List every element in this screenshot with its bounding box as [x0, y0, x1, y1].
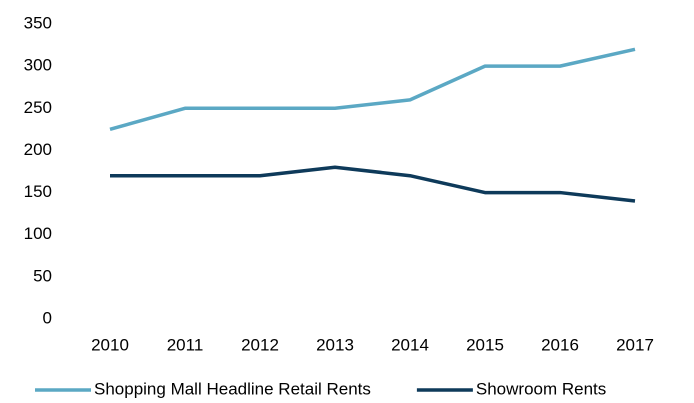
x-tick-label: 2012 [241, 335, 279, 354]
x-tick-label: 2011 [167, 335, 204, 354]
x-tick-label: 2015 [466, 335, 504, 354]
x-tick-label: 2016 [541, 335, 579, 354]
legend-label: Shopping Mall Headline Retail Rents [94, 379, 371, 398]
series-line [109, 47, 636, 132]
y-tick-label: 200 [24, 140, 52, 159]
y-tick-label: 250 [24, 98, 52, 117]
x-tick-label: 2017 [616, 335, 654, 354]
x-tick-label: 2010 [91, 335, 129, 354]
x-tick-label: 2013 [316, 335, 354, 354]
series-line [110, 165, 636, 203]
y-tick-label: 350 [24, 13, 52, 32]
legend-label: Showroom Rents [476, 379, 606, 398]
y-tick-label: 150 [24, 182, 52, 201]
y-tick-label: 300 [24, 56, 52, 75]
y-tick-label: 100 [24, 224, 52, 243]
y-tick-label: 50 [33, 266, 52, 285]
x-tick-label: 2014 [391, 335, 429, 354]
y-tick-label: 0 [43, 308, 52, 327]
